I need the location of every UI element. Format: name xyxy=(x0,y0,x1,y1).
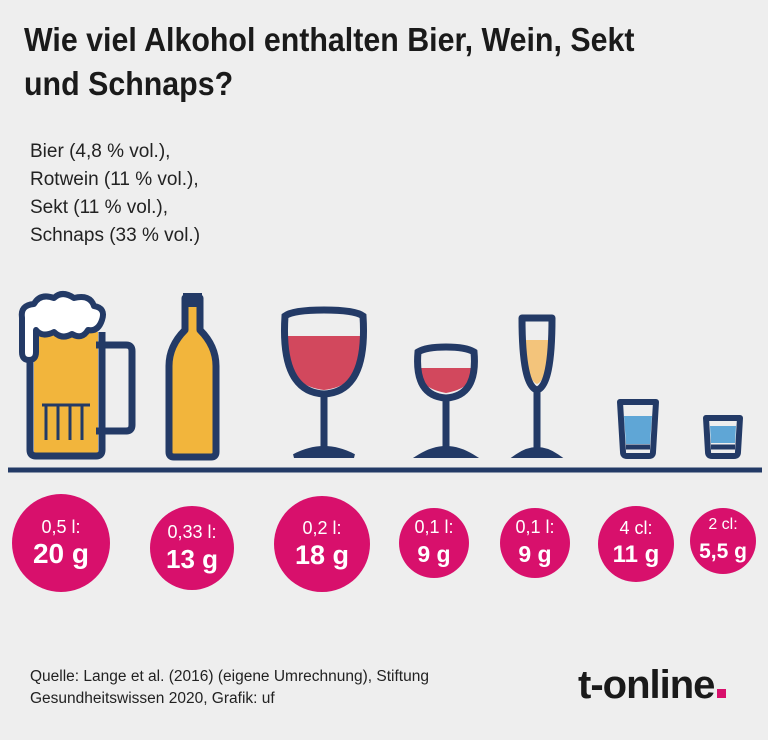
legend-item-schnaps: Schnaps (33 % vol.) xyxy=(30,225,201,246)
alcohol-grams: 11 g xyxy=(612,541,660,568)
alcohol-grams: 13 g xyxy=(165,544,219,574)
alcohol-grams: 5,5 g xyxy=(699,540,747,563)
amount-circle-shot-glass-small: 2 cl: 5,5 g xyxy=(690,508,756,574)
amount-circle-champagne-flute: 0,1 l: 9 g xyxy=(500,508,570,578)
logo-text: t-online xyxy=(578,663,715,707)
source-line-1: Quelle: Lange et al. (2016) (eigene Umre… xyxy=(30,668,429,685)
shot-glass-small-icon xyxy=(703,415,743,459)
drink-volume: 2 cl: xyxy=(708,516,738,533)
drink-volume: 0,33 l: xyxy=(167,522,217,542)
source-line-2: Gesundheitswissen 2020, Grafik: uf xyxy=(30,690,275,707)
logo-dot xyxy=(717,689,727,698)
alcohol-legend: Bier (4,8 % vol.), Rotwein (11 % vol.), … xyxy=(30,138,200,250)
beer-mug-icon xyxy=(18,291,136,460)
drink-volume: 4 cl: xyxy=(619,518,653,538)
amount-circle-beer-bottle: 0,33 l: 13 g xyxy=(150,506,234,590)
alcohol-grams: 18 g xyxy=(294,540,350,570)
drink-volume: 0,5 l: xyxy=(41,517,81,537)
alcohol-grams: 9 g xyxy=(417,541,451,567)
legend-item-beer: Bier (4,8 % vol.), xyxy=(30,141,171,162)
amount-circle-red-wine-large: 0,2 l: 18 g xyxy=(274,496,370,592)
source-note: Quelle: Lange et al. (2016) (eigene Umre… xyxy=(30,666,429,710)
drinks-illustration xyxy=(8,291,762,473)
drink-volume: 0,1 l: xyxy=(414,517,454,537)
amount-circle-shot-glass-large: 4 cl: 11 g xyxy=(598,506,674,582)
beer-bottle-icon xyxy=(165,293,220,461)
amount-circle-red-wine-small: 0,1 l: 9 g xyxy=(399,508,469,578)
red-wine-glass-large-icon xyxy=(280,306,368,458)
drink-volume: 0,2 l: xyxy=(302,518,342,538)
legend-item-red-wine: Rotwein (11 % vol.), xyxy=(30,169,199,190)
alcohol-grams: 9 g xyxy=(518,541,552,567)
shot-glass-large-icon xyxy=(617,399,659,459)
t-online-logo: t-online xyxy=(578,663,727,708)
legend-item-sekt: Sekt (11 % vol.), xyxy=(30,197,168,218)
red-wine-glass-small-icon xyxy=(412,343,480,458)
alcohol-grams: 20 g xyxy=(32,538,90,569)
page-title: Wie viel Alkohol enthalten Bier, Wein, S… xyxy=(24,21,635,102)
drink-volume: 0,1 l: xyxy=(515,517,555,537)
amount-circle-beer-mug: 0,5 l: 20 g xyxy=(12,494,110,592)
champagne-flute-icon xyxy=(510,314,564,458)
